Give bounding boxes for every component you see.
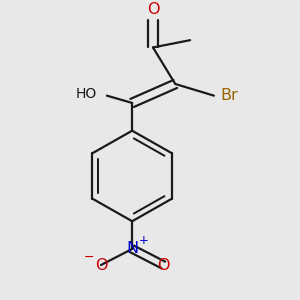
Text: O: O [157, 257, 170, 272]
Text: O: O [147, 2, 159, 17]
Text: N: N [126, 242, 138, 256]
Text: +: + [139, 234, 149, 247]
Text: Br: Br [220, 88, 238, 103]
Text: HO: HO [75, 87, 97, 101]
Text: −: − [83, 251, 94, 264]
Text: O: O [95, 257, 107, 272]
